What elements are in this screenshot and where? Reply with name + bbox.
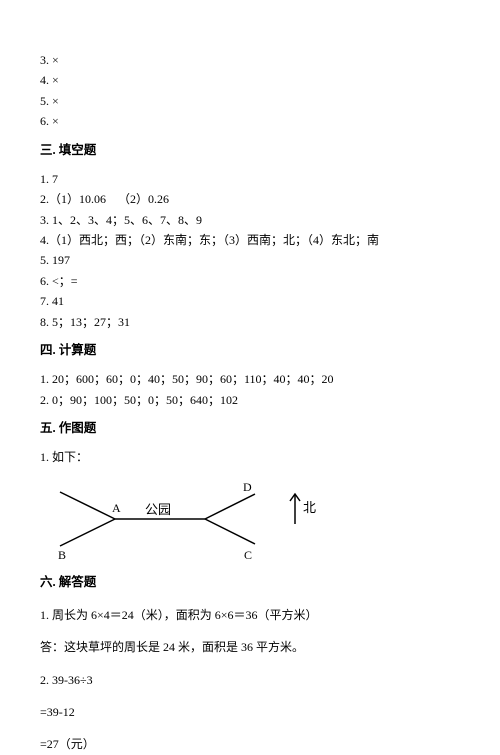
s2-item-5: 5. × xyxy=(40,91,460,111)
s4-line-2: 2. 0；90；100；50；0；50；640；102 xyxy=(40,390,460,410)
diagram-park: A B C D 公园 北 xyxy=(40,474,340,564)
label-D: D xyxy=(243,480,252,494)
heading-section-4: 四. 计算题 xyxy=(40,340,460,361)
section6-body: 1. 周长为 6×4＝24（米），面积为 6×6＝36（平方米） 答：这块草坪的… xyxy=(40,605,460,755)
s5-line-1: 1. 如下： xyxy=(40,447,460,467)
label-park: 公园 xyxy=(145,502,171,517)
s3-line-2: 2.（1）10.06 （2）0.26 xyxy=(40,189,460,209)
s3-line-7: 7. 41 xyxy=(40,291,460,311)
s6-line-5: =27（元） xyxy=(40,734,460,754)
s6-line-1: 1. 周长为 6×4＝24（米），面积为 6×6＝36（平方米） xyxy=(40,605,460,625)
label-C: C xyxy=(244,548,252,562)
heading-section-6: 六. 解答题 xyxy=(40,572,460,593)
label-north: 北 xyxy=(303,500,316,515)
section2-tail: 3. × 4. × 5. × 6. × xyxy=(40,50,460,132)
label-A: A xyxy=(112,501,121,515)
s3-line-8: 8. 5；13；27；31 xyxy=(40,312,460,332)
heading-section-3: 三. 填空题 xyxy=(40,140,460,161)
s3-line-3: 3. 1、2、3、4；5、6、7、8、9 xyxy=(40,210,460,230)
s6-line-4: =39-12 xyxy=(40,702,460,722)
s3-line-4: 4.（1）西北；西；（2）东南；东；（3）西南；北；（4）东北；南 xyxy=(40,230,460,250)
s6-line-3: 2. 39-36÷3 xyxy=(40,670,460,690)
s3-line-1: 1. 7 xyxy=(40,169,460,189)
s4-line-1: 1. 20；600；60；0；40；50；90；60；110；40；40；20 xyxy=(40,369,460,389)
s6-line-2: 答：这块草坪的周长是 24 米，面积是 36 平方米。 xyxy=(40,637,460,657)
heading-section-5: 五. 作图题 xyxy=(40,418,460,439)
s2-item-4: 4. × xyxy=(40,70,460,90)
s3-line-6: 6. <；= xyxy=(40,271,460,291)
s2-item-3: 3. × xyxy=(40,50,460,70)
section3-body: 1. 7 2.（1）10.06 （2）0.26 3. 1、2、3、4；5、6、7… xyxy=(40,169,460,332)
section4-body: 1. 20；600；60；0；40；50；90；60；110；40；40；20 … xyxy=(40,369,460,410)
section5-body: 1. 如下： xyxy=(40,447,460,467)
label-B: B xyxy=(58,548,66,562)
s3-line-5: 5. 197 xyxy=(40,250,460,270)
s2-item-6: 6. × xyxy=(40,111,460,131)
